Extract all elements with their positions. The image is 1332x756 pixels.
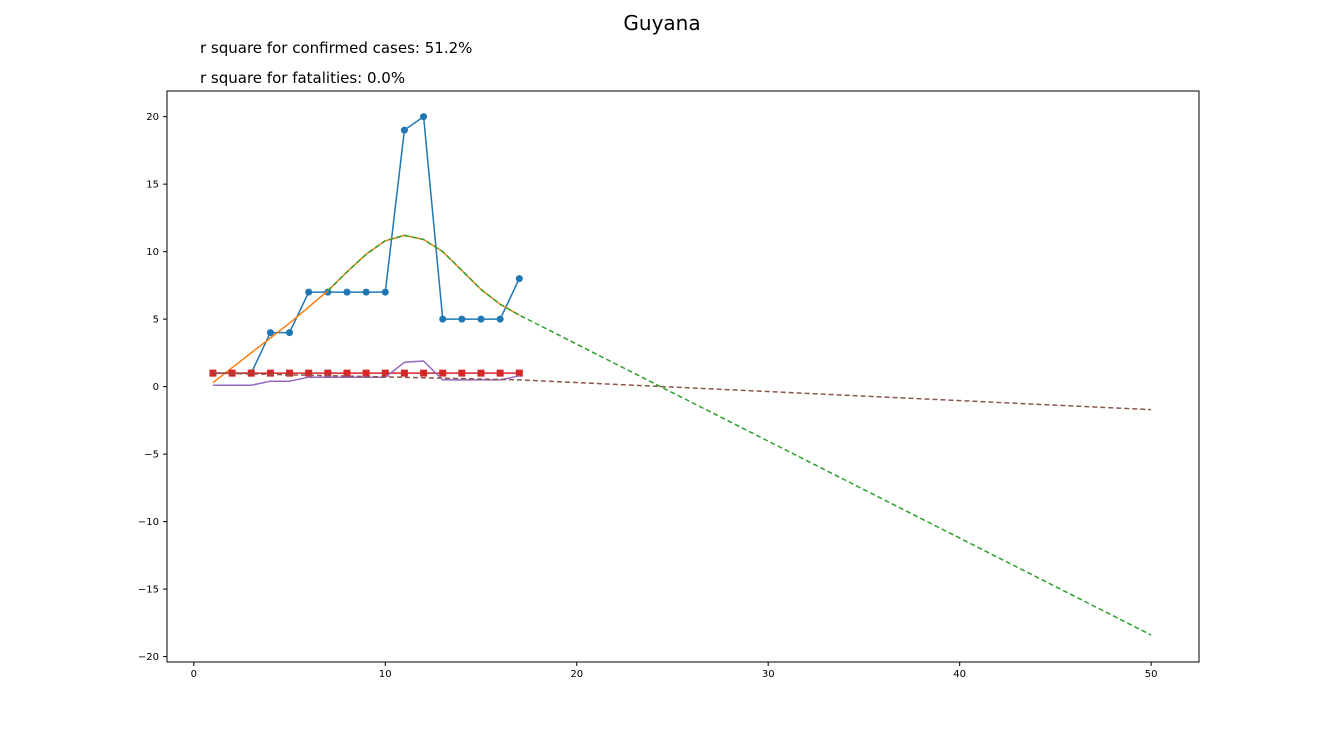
fatalities-actual-point <box>324 369 332 377</box>
confirmed-actual-point <box>324 288 332 296</box>
x-tick-label: 40 <box>953 669 966 680</box>
confirmed-actual-point <box>458 315 466 323</box>
fatalities-actual-point <box>266 369 274 377</box>
fatalities-actual-point <box>400 369 408 377</box>
confirmed-actual-point <box>343 288 351 296</box>
confirmed-actual-point <box>496 315 504 323</box>
confirmed-actual-point <box>381 288 389 296</box>
confirmed-projection-line <box>327 234 1152 636</box>
confirmed-actual-point <box>266 329 274 337</box>
fatalities-actual-point <box>362 369 370 377</box>
series-fatalities-actual <box>209 369 523 377</box>
y-tick-label: −15 <box>138 585 159 596</box>
confirmed-actual-point <box>400 126 408 134</box>
fatalities-actual-point <box>381 369 389 377</box>
y-tick-label: 10 <box>146 247 159 258</box>
x-tick-label: 20 <box>570 669 583 680</box>
r-square-confirmed: r square for confirmed cases: 51.2% <box>200 39 472 57</box>
y-tick-label: 5 <box>153 315 159 326</box>
series-confirmed-projection <box>327 234 1152 636</box>
fatalities-actual-point <box>286 369 294 377</box>
x-tick-label: 50 <box>1145 669 1158 680</box>
x-axis-ticks: 0 10 20 30 40 50 <box>191 662 1158 680</box>
x-tick-label: 0 <box>191 669 197 680</box>
fatalities-actual-point <box>343 369 351 377</box>
series-layer <box>209 113 1152 636</box>
fatalities-actual-point <box>496 369 504 377</box>
y-axis-ticks: −20 −15 −10 −5 0 5 10 15 20 <box>138 112 167 663</box>
fatalities-actual-point <box>458 369 466 377</box>
y-tick-label: −20 <box>138 652 159 663</box>
fatalities-actual-point <box>439 369 447 377</box>
confirmed-actual-point <box>439 315 447 323</box>
y-tick-label: −10 <box>138 517 159 528</box>
y-tick-label: 20 <box>146 112 159 123</box>
y-tick-label: 15 <box>146 180 159 191</box>
y-tick-label: −5 <box>144 450 159 461</box>
confirmed-actual-point <box>305 288 313 296</box>
x-tick-label: 30 <box>762 669 775 680</box>
series-fatalities-projection <box>212 372 1152 411</box>
chart-title: Guyana <box>623 11 700 35</box>
confirmed-actual-point <box>515 275 523 283</box>
axes-frame <box>166 90 1200 663</box>
fatalities-actual-point <box>209 369 217 377</box>
confirmed-actual-point <box>362 288 370 296</box>
confirmed-actual-point <box>420 113 428 121</box>
x-tick-label: 10 <box>379 669 392 680</box>
fatalities-actual-point <box>247 369 255 377</box>
fatalities-actual-point <box>477 369 485 377</box>
confirmed-actual-point <box>477 315 485 323</box>
fatalities-actual-point <box>305 369 313 377</box>
confirmed-actual-point <box>286 329 294 337</box>
y-tick-label: 0 <box>153 382 159 393</box>
fatalities-projection-line <box>212 372 1152 411</box>
r-square-fatalities: r square for fatalities: 0.0% <box>200 69 405 87</box>
fatalities-actual-point <box>515 369 523 377</box>
fatalities-actual-point <box>420 369 428 377</box>
